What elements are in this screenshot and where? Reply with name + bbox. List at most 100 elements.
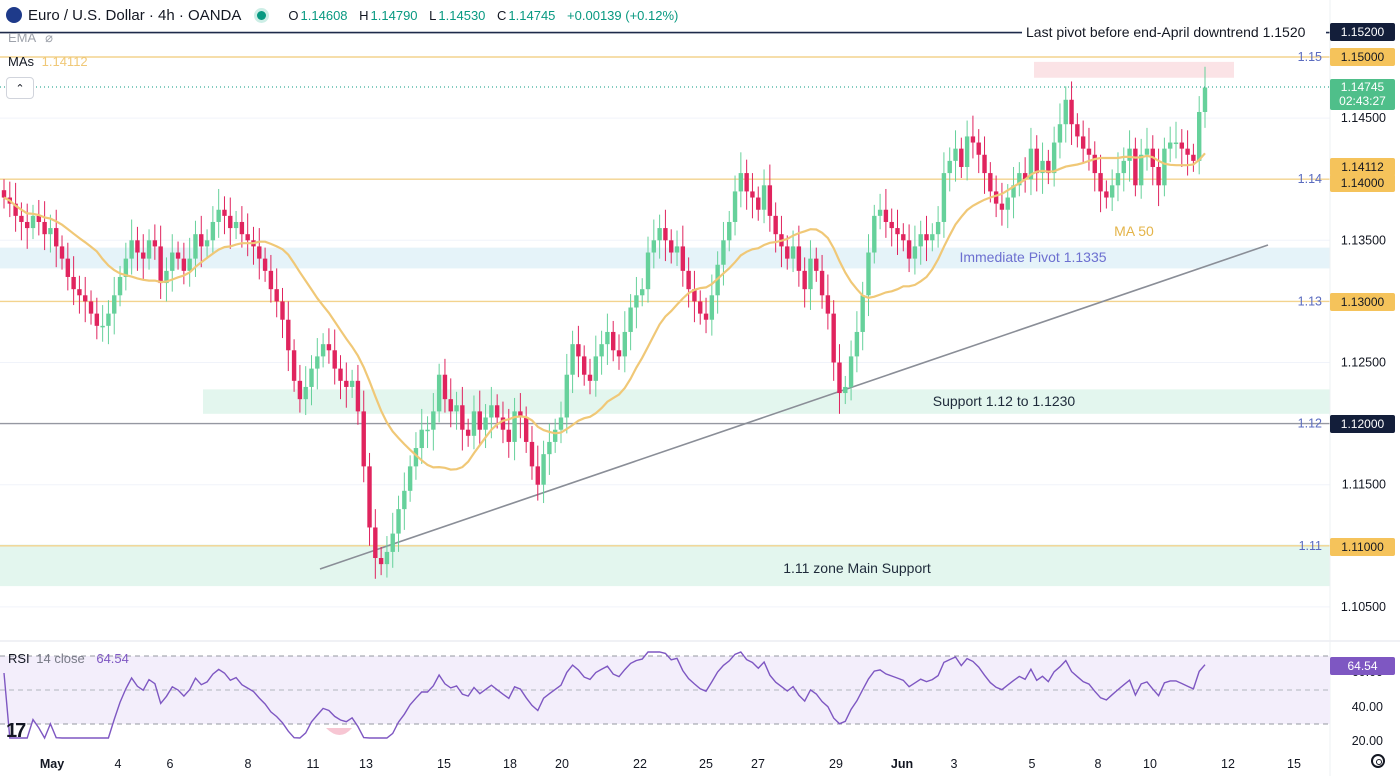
support-label: Support 1.12 to 1.1230 — [933, 393, 1076, 409]
candle-body — [1, 190, 7, 198]
candle-body — [332, 350, 337, 369]
candle-body — [552, 429, 558, 442]
candle-body — [506, 429, 511, 442]
candle-body — [1046, 160, 1051, 174]
collapse-legend-button[interactable]: ⌃ — [6, 77, 34, 99]
candle-body — [396, 509, 401, 534]
candle-body — [605, 331, 610, 345]
candle-body — [123, 258, 129, 277]
candle-body — [1191, 154, 1196, 161]
ma-50-line[interactable] — [3, 152, 1206, 471]
candle-body — [860, 295, 865, 332]
settings-gear-icon[interactable] — [1371, 754, 1385, 768]
candle-body — [640, 289, 645, 296]
candle-body — [54, 228, 59, 247]
candle-body — [518, 411, 523, 418]
candle-body — [825, 295, 831, 314]
candle-body — [1075, 124, 1080, 137]
candle-body — [384, 551, 390, 565]
ascending-trendline[interactable] — [319, 244, 1269, 570]
candle-body — [999, 203, 1005, 210]
candle-body — [523, 417, 529, 442]
time-axis-label: 13 — [359, 757, 373, 771]
zone-rect — [1034, 61, 1234, 78]
candle-body — [431, 411, 436, 430]
candle-body — [1156, 166, 1161, 186]
price-tag-1.13000: 1.13000 — [1330, 293, 1395, 311]
candle-body — [1115, 173, 1121, 186]
candle-body — [1022, 173, 1028, 180]
candle-body — [170, 252, 175, 271]
price-axis-label: 1.12 — [1298, 417, 1322, 431]
candle-body — [663, 228, 668, 241]
candle-body — [976, 142, 981, 155]
candle-body — [1092, 154, 1097, 174]
time-axis-label: 18 — [503, 757, 517, 771]
candle-body — [117, 276, 123, 296]
candle-body — [651, 240, 657, 253]
candle-body — [831, 313, 836, 363]
main-support-label: 1.11 zone Main Support — [783, 560, 931, 576]
candle-body — [912, 246, 918, 259]
rsi-line[interactable] — [3, 651, 1206, 740]
candle-body — [1185, 148, 1190, 155]
candle-body — [367, 466, 372, 528]
candle-body — [634, 295, 639, 308]
price-axis-label: 1.11500 — [1342, 478, 1386, 492]
candle-body — [442, 374, 448, 400]
candle-body — [30, 215, 36, 229]
candle-body — [1133, 148, 1138, 186]
candle-body — [709, 295, 715, 320]
symbol-header: Euro / U.S. Dollar · 4h · OANDA O 1.14608… — [6, 4, 686, 26]
candle-body — [465, 429, 471, 436]
time-axis-label: 22 — [633, 757, 647, 771]
rsi-legend[interactable]: RSI 14 close 64.54 — [8, 651, 129, 666]
candle-body — [100, 325, 105, 328]
eye-hidden-icon[interactable]: ⌀ — [45, 30, 53, 45]
pivot-label-bg — [1022, 22, 1326, 42]
candle-body — [599, 344, 604, 357]
candle-body — [773, 215, 778, 235]
symbol-title[interactable]: Euro / U.S. Dollar · 4h · OANDA — [28, 6, 242, 24]
candle-body — [895, 228, 900, 235]
chevron-up-icon: ⌃ — [15, 82, 25, 95]
candle-body — [982, 154, 987, 174]
candle-body — [94, 313, 100, 326]
market-open-icon — [257, 10, 267, 20]
rsi-value-tag: 64.54 — [1330, 657, 1395, 675]
price-tag-1.15200: 1.15200 — [1330, 23, 1395, 41]
time-axis[interactable]: May 4 6 8 11 13 15 18 20 22 25 27 29 Jun 3 5 8 10 12 15 — [40, 757, 1301, 771]
candle-body — [477, 411, 482, 430]
ema-legend[interactable]: EMA ⌀ — [8, 30, 53, 46]
zone-rect — [0, 544, 1330, 587]
time-axis-label: 10 — [1143, 757, 1157, 771]
candle-body — [866, 252, 871, 296]
tradingview-logo-icon[interactable]: 17 — [6, 720, 26, 742]
candle-body — [494, 405, 500, 418]
time-axis-label: 20 — [555, 757, 569, 771]
price-axis-label: 1.13500 — [1341, 233, 1386, 247]
candle-body — [843, 386, 848, 394]
candle-body — [796, 246, 802, 271]
candle-body — [286, 319, 291, 351]
candle-body — [245, 234, 250, 241]
candle-body — [48, 228, 53, 235]
mas-legend[interactable]: MAs 1.14112 — [8, 54, 88, 69]
time-axis-label: May — [40, 757, 64, 771]
rsi-params: 14 close — [36, 651, 85, 666]
candle-body — [291, 350, 297, 381]
candle-body — [1162, 148, 1167, 186]
candle-body — [222, 209, 227, 216]
candle-body — [1138, 154, 1144, 186]
candle-body — [280, 301, 285, 320]
high-label: H — [359, 7, 369, 23]
candle-body — [964, 136, 970, 167]
candle-body — [129, 240, 134, 259]
candle-body — [1127, 148, 1132, 161]
candle-body — [378, 558, 384, 565]
candle-body — [901, 234, 906, 241]
candle-body — [767, 185, 773, 216]
ma-50-label: MA 50 — [1114, 223, 1154, 239]
candle-body — [611, 331, 616, 351]
